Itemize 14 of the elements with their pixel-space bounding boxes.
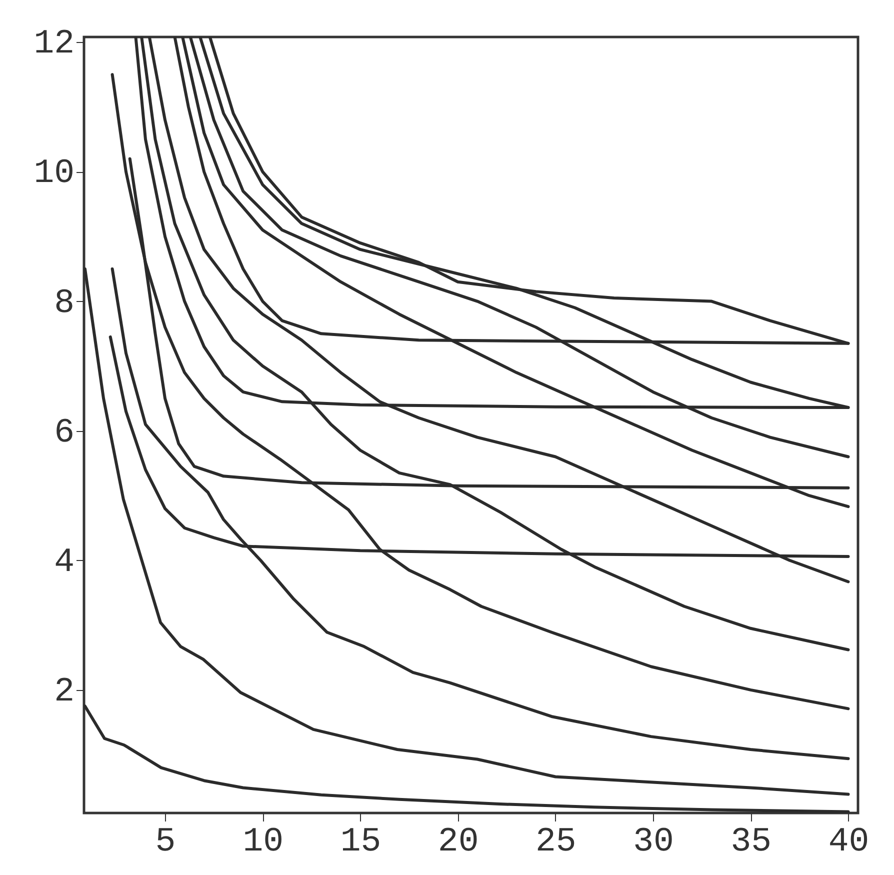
x-tick-label: 30 [633, 824, 674, 862]
x-tick-label: 5 [155, 824, 176, 862]
y-tick-label: 10 [34, 155, 74, 194]
x-tick-label: 25 [536, 824, 576, 862]
x-tick-label: 15 [340, 824, 382, 862]
x-tick-label: 35 [730, 824, 772, 862]
x-tick-label: 40 [828, 824, 870, 862]
y-tick-label: 12 [34, 26, 74, 64]
y-tick-label: 2 [54, 673, 74, 712]
y-tick-label: 8 [54, 284, 74, 323]
y-tick-label: 6 [54, 414, 74, 452]
x-tick-label: 20 [438, 824, 479, 862]
y-tick-label: 4 [54, 544, 74, 582]
x-tick-label: 10 [242, 824, 284, 862]
